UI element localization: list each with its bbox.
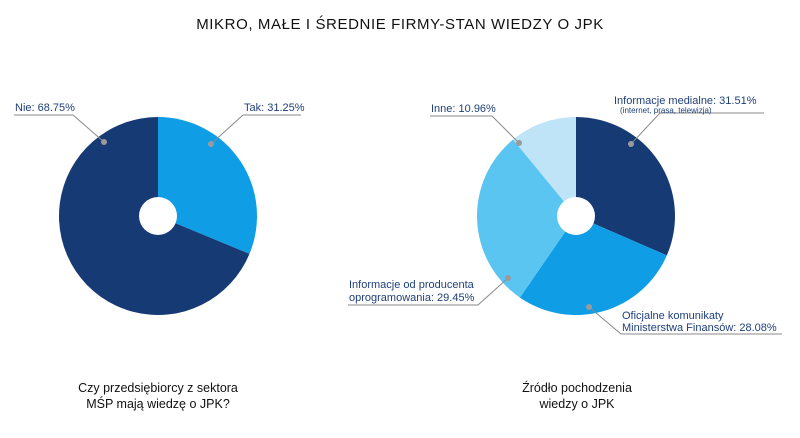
pie-2-center-hole (557, 197, 595, 235)
pie-2-sublabel-media: (internet, prasa, telewizja) (620, 106, 712, 115)
pie-2-label-inne: Inne: 10.96% (431, 103, 496, 115)
pie-1-caption: Czy przedsiębiorcy z sektora MŚP mają wi… (50, 380, 266, 412)
pie-1-leader-nie (14, 114, 105, 143)
pie-2-slice-2 (476, 139, 576, 298)
pie-1-slice-0 (158, 117, 258, 254)
pie-2-label-producent-line2: oprogramowania: 29.45% (349, 292, 475, 304)
pie-2-label-oficjalne-line1: Oficjalne komunikaty (622, 310, 724, 322)
pie-2-slice-0 (576, 117, 675, 256)
pie-2-caption-line1: Źródło pochodzenia (522, 381, 632, 395)
pie-1: Tak: 31.25% Nie: 68.75% (14, 102, 305, 315)
pie-2-label-media: Informacje medialne: 31.51% (614, 95, 757, 107)
pie-1-center-hole (139, 197, 177, 235)
pie-2-caption: Źródło pochodzenia wiedzy o JPK (462, 380, 692, 412)
pie-1-label-tak: Tak: 31.25% (244, 102, 305, 114)
pie-2-slice-1 (519, 216, 667, 315)
pie-1-dot-nie (101, 139, 107, 145)
pie-2-slice-3 (513, 116, 576, 216)
pie-2-leader-media (630, 112, 764, 145)
pie-1-caption-line2: MŚP mają wiedzę o JPK? (86, 397, 230, 411)
pie-2-slices (476, 116, 675, 315)
pie-2-dot-oficjalne (586, 304, 592, 310)
pie-1-dot-tak (208, 141, 214, 147)
pie-2-dot-producent (505, 275, 511, 281)
pie-2-leader-producent (348, 277, 509, 306)
pie-2-dot-media (628, 141, 634, 147)
pie-1-leader-tak (210, 114, 301, 145)
pie-2: Informacje medialne: 31.51% (internet, p… (348, 95, 782, 335)
pie-2-caption-line2: wiedzy o JPK (539, 397, 615, 411)
pie-2-label-producent-line1: Informacje od producenta (349, 279, 475, 291)
pie-2-leader-inne (430, 115, 520, 144)
pie-1-label-nie: Nie: 68.75% (15, 102, 75, 114)
pie-2-leader-oficjalne (588, 306, 782, 335)
pie-2-label-oficjalne-line2: Ministerstwa Finansów: 28.08% (622, 322, 777, 334)
chart-title: MIKRO, MAŁE I ŚREDNIE FIRMY-STAN WIEDZY … (196, 16, 604, 33)
pie-2-dot-inne (516, 140, 522, 146)
pie-1-caption-line1: Czy przedsiębiorcy z sektora (78, 381, 238, 395)
